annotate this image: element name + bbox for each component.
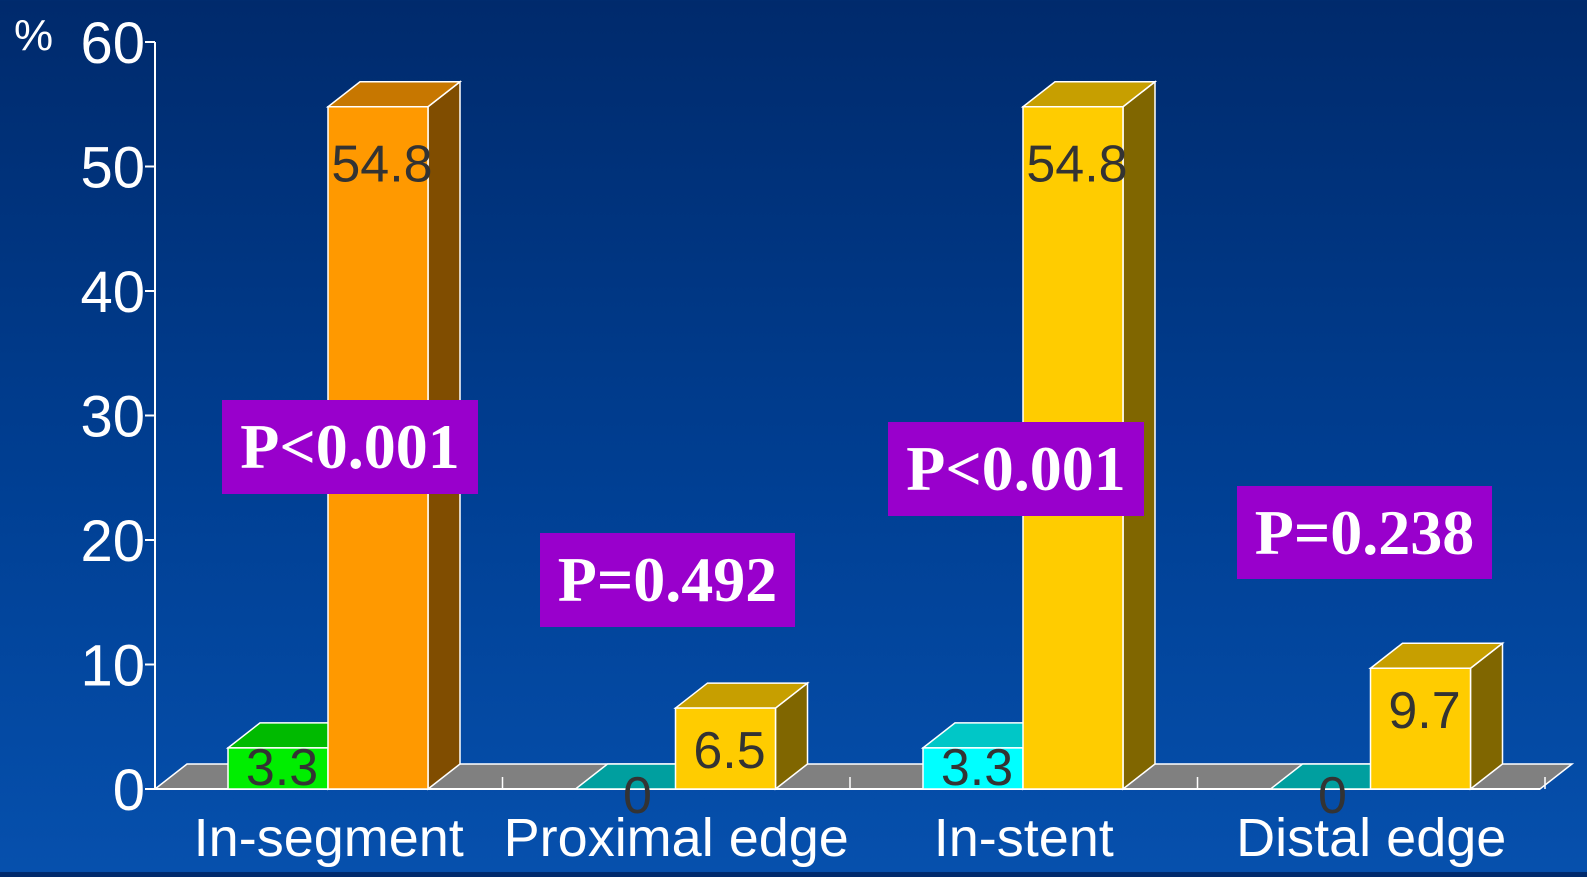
bar-value-label: 54.8 [1026,136,1127,194]
y-tick-label: 10 [80,634,145,699]
y-tick-label: 40 [80,260,145,325]
p-value-annotation-3: P<0.001 [888,422,1144,516]
y-tick-label: 20 [80,509,145,574]
y-tick-label: 0 [113,758,145,823]
bar-value-label: 54.8 [331,136,432,194]
x-tick-label: In-segment [194,808,464,868]
p-value-annotation-1: P<0.001 [222,400,478,494]
bar-value-label: 3.3 [246,739,318,797]
bar-value-label: 6.5 [693,722,765,780]
x-tick-label: Distal edge [1236,808,1506,868]
x-tick-label: Proximal edge [504,808,849,868]
bar-value-label: 9.7 [1388,682,1460,740]
p-value-annotation-4: P=0.238 [1237,486,1492,579]
y-tick-label: 50 [80,136,145,201]
x-tick-label: In-stent [934,808,1114,868]
p-value-annotation-2: P=0.492 [540,533,795,627]
bar-value-label: 3.3 [941,739,1013,797]
y-tick-label: 30 [80,385,145,450]
y-unit-label: % [14,11,53,60]
y-tick-label: 60 [80,11,145,76]
